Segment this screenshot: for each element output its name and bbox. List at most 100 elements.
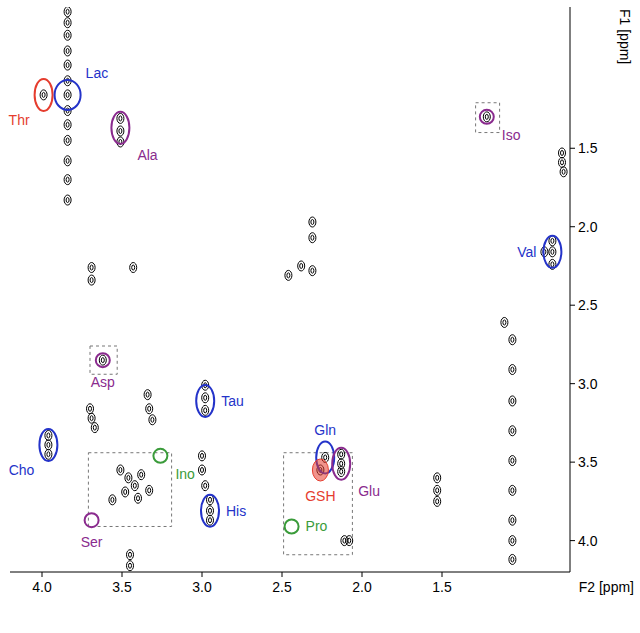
cross-peak: [202, 393, 209, 403]
cross-peak: [199, 451, 206, 461]
annotation-label: Glu: [358, 483, 380, 499]
annotation-label: Thr: [9, 112, 30, 128]
annotation-label: Ala: [137, 147, 157, 163]
cross-peak: [45, 449, 52, 459]
region-box: [476, 103, 500, 133]
annotation-marker: [96, 353, 110, 367]
cross-peak: [88, 275, 95, 285]
cross-peak: [559, 148, 566, 158]
y-tick-label: 2.0: [578, 219, 598, 235]
x-tick: [442, 572, 443, 577]
annotation-label: Gln: [314, 422, 336, 438]
cross-peak: [117, 126, 124, 136]
cross-peak: [64, 7, 71, 17]
cross-peak: [64, 135, 71, 145]
cross-peak: [91, 423, 98, 433]
x-tick: [42, 572, 43, 577]
x-tick-label: 3.0: [192, 579, 212, 595]
cross-peak: [309, 233, 316, 243]
annotation-marker: [35, 79, 53, 111]
cross-peak: [135, 493, 142, 503]
cross-peak: [64, 120, 71, 130]
cross-peak: [434, 485, 441, 495]
cross-peak: [45, 430, 52, 440]
y-tick: [570, 383, 575, 384]
x-tick: [122, 572, 123, 577]
cross-peak: [122, 487, 129, 497]
annotation-label: Ser: [81, 534, 103, 550]
cross-peak: [127, 550, 134, 560]
cross-peak: [125, 473, 132, 483]
cross-peak: [338, 449, 345, 459]
cross-peak: [130, 263, 137, 273]
cross-peak: [149, 415, 156, 425]
annotation-label: Asp: [91, 374, 115, 390]
x-axis-line: [10, 572, 570, 573]
x-tick-label: 4.0: [32, 579, 52, 595]
cross-peak: [509, 554, 516, 564]
cross-peak: [560, 167, 567, 177]
cross-peak: [64, 175, 71, 185]
cross-peak: [64, 60, 71, 70]
y-axis-line: [570, 7, 571, 572]
annotation-label: Pro: [306, 518, 328, 534]
annotation-marker: [39, 429, 57, 461]
annotation-marker: [480, 110, 494, 124]
cross-peak: [64, 30, 71, 40]
cross-peak: [117, 465, 124, 475]
annotation-label: Cho: [9, 462, 35, 478]
x-tick-label: 3.5: [112, 579, 132, 595]
cross-peak: [146, 404, 153, 414]
cross-peak: [346, 536, 353, 546]
annotation-marker: [153, 449, 167, 463]
cross-peak: [87, 404, 94, 414]
x-tick-label: 2.0: [352, 579, 372, 595]
x-tick-label: 1.5: [432, 579, 452, 595]
cross-peak: [146, 485, 153, 495]
cross-peak: [127, 561, 134, 571]
annotation-marker: [285, 519, 299, 533]
cross-peak: [64, 90, 71, 100]
x-axis-title: F2 [ppm]: [579, 579, 634, 595]
cross-peak: [88, 413, 95, 423]
region-box: [90, 346, 117, 374]
annotation-label: GSH: [305, 488, 335, 504]
cross-peak: [434, 473, 441, 483]
plot-area: [35, 7, 568, 571]
cross-peak: [509, 515, 516, 525]
cross-peak: [202, 481, 209, 491]
annotation-marker: [543, 236, 561, 268]
y-axis-title: F1 [ppm]: [617, 9, 633, 64]
cross-peak: [40, 90, 47, 100]
cross-peak: [109, 495, 116, 505]
annotation-label: Iso: [502, 127, 521, 143]
cross-peak: [509, 335, 516, 345]
cross-peak: [144, 390, 151, 400]
y-tick-label: 2.5: [578, 297, 598, 313]
cross-peak: [117, 113, 124, 123]
y-tick-label: 1.5: [578, 140, 598, 156]
cross-peak: [509, 365, 516, 375]
cross-peak: [298, 261, 305, 271]
annotation-marker: [201, 495, 219, 527]
cross-peak: [549, 247, 556, 257]
y-tick: [570, 305, 575, 306]
y-tick-label: 4.0: [578, 533, 598, 549]
cross-peak: [434, 496, 441, 506]
annotation-marker: [55, 80, 81, 110]
cross-peak: [207, 515, 214, 525]
cross-peak: [88, 263, 95, 273]
cross-peak: [338, 467, 345, 477]
cross-peak: [131, 481, 138, 491]
cross-peak: [483, 112, 490, 122]
cross-peak: [509, 485, 516, 495]
cross-peak: [285, 270, 292, 280]
spectrum-chart: 4.03.53.02.52.01.51.52.02.53.03.54.0F2 […: [0, 0, 640, 633]
cross-peak: [138, 470, 145, 480]
annotation-marker: [196, 385, 214, 417]
cross-peak: [64, 46, 71, 56]
x-tick: [202, 572, 203, 577]
region-box: [284, 453, 353, 555]
region-box: [88, 453, 171, 527]
y-tick: [570, 148, 575, 149]
